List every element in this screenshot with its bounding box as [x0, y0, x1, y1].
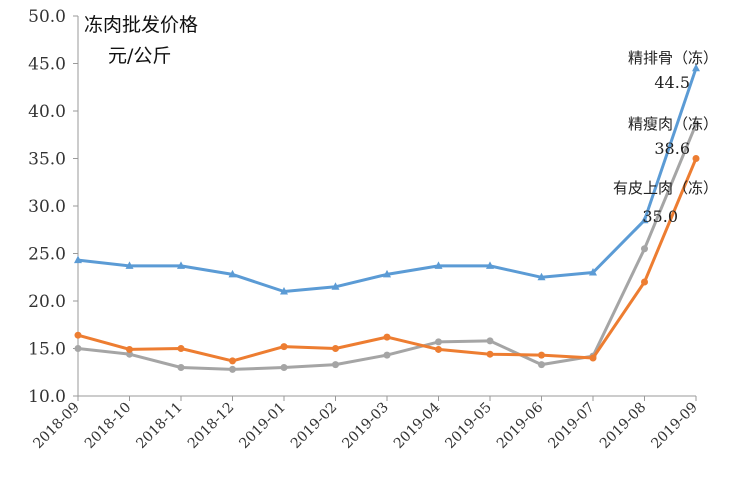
series-line	[77, 123, 698, 371]
y-tick-label: 25.0	[28, 245, 66, 265]
data-point	[589, 268, 597, 276]
x-tick-label: 2019-03	[339, 400, 391, 452]
data-point	[589, 354, 597, 362]
x-tick-label: 2019-05	[442, 400, 494, 452]
data-point	[383, 269, 391, 278]
data-point	[486, 337, 494, 345]
data-point	[177, 345, 185, 352]
data-point	[383, 333, 391, 341]
x-tick-label: 2019-01	[236, 400, 288, 452]
series-name-label: 精瘦肉（冻）	[628, 115, 718, 133]
annotations: 精排骨（冻） 44.5 精瘦肉（冻） 38.6 有皮上肉（冻） 35.0	[613, 49, 718, 226]
x-tick-label: 2018-12	[185, 400, 237, 452]
data-point	[640, 215, 649, 224]
y-tick-label: 30.0	[28, 197, 66, 217]
data-point	[332, 345, 339, 352]
data-point	[280, 343, 288, 351]
data-point	[280, 364, 288, 371]
x-tick-label: 2018-11	[133, 400, 185, 452]
data-point	[692, 155, 700, 162]
data-point	[383, 351, 391, 359]
x-tick-label: 2019-02	[288, 400, 340, 452]
series-name-label: 有皮上肉（冻）	[613, 179, 718, 197]
series-end-value-label: 38.6	[654, 139, 690, 158]
series-0	[74, 63, 700, 295]
x-tick-label: 2019-04	[391, 399, 444, 452]
data-point	[228, 269, 237, 278]
data-point	[538, 351, 545, 359]
y-tick-label: 35.0	[28, 150, 66, 170]
data-point	[126, 345, 133, 353]
data-point	[692, 63, 700, 72]
x-tick-label: 2019-07	[545, 400, 597, 452]
series-end-value-label: 35.0	[642, 207, 678, 226]
data-point	[74, 255, 82, 264]
data-point	[229, 357, 236, 365]
y-tick-label: 15.0	[28, 340, 66, 360]
data-point	[177, 261, 185, 269]
y-tick-label: 40.0	[28, 102, 66, 122]
data-point	[692, 120, 700, 128]
data-point	[486, 350, 494, 358]
x-tick-label: 2018-09	[30, 400, 82, 452]
data-point	[641, 245, 648, 253]
data-point	[280, 287, 288, 295]
data-point	[537, 272, 546, 281]
x-tick-label: 2019-08	[597, 400, 649, 452]
series-line	[77, 67, 698, 293]
data-point	[486, 261, 494, 269]
y-tick-labels: 10.0 15.0 20.0 25.0 30.0 35.0 40.0 45.0 50.0	[28, 7, 78, 407]
data-point	[229, 365, 236, 373]
data-point	[538, 361, 545, 369]
series-layer	[74, 63, 700, 373]
data-point	[74, 345, 82, 352]
data-point	[434, 261, 443, 269]
y-tick-label: 45.0	[28, 55, 66, 75]
y-tick-label: 20.0	[28, 292, 66, 312]
series-2	[74, 155, 700, 365]
x-tick-label: 2019-09	[648, 400, 700, 452]
series-name-label: 精排骨（冻）	[628, 49, 718, 67]
x-tick-label: 2018-10	[82, 400, 134, 452]
y-tick-label: 10.0	[28, 387, 66, 407]
y-tick-label: 50.0	[28, 7, 66, 27]
chart-title: 冻肉批发价格	[84, 14, 198, 36]
chart-unit-subtitle: 元/公斤	[108, 45, 171, 67]
data-point	[435, 345, 442, 353]
data-point	[331, 282, 340, 290]
series-line	[77, 157, 698, 363]
series-end-value-label: 44.5	[654, 73, 690, 92]
data-point	[641, 278, 648, 286]
x-tick-labels: 2018-09 2018-10 2018-11 2018-12 2019-01 2019-…	[30, 396, 701, 452]
data-point	[332, 361, 339, 369]
data-point	[125, 261, 134, 269]
data-point	[177, 364, 185, 371]
x-tick-label: 2019-06	[494, 399, 547, 452]
data-point	[435, 338, 442, 346]
data-point	[74, 331, 82, 339]
